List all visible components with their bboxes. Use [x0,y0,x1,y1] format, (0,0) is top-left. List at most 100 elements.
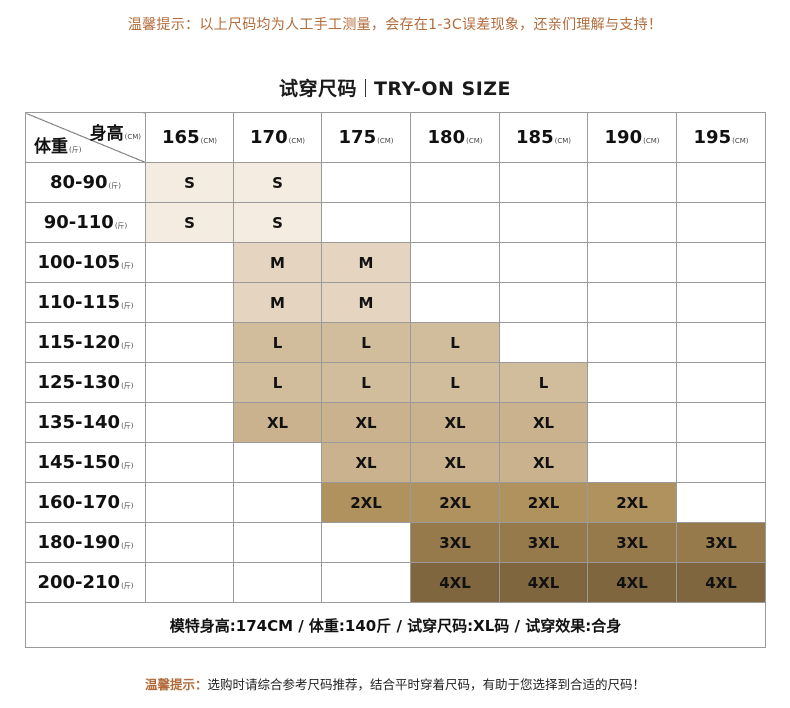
empty-cell [233,522,322,563]
size-cell: 3XL [410,522,500,563]
empty-cell [499,162,588,203]
size-cell: 3XL [676,522,766,563]
empty-cell [587,242,677,283]
size-cell: 4XL [410,562,500,603]
table-row: 145-150(斤) XL XL XL [25,442,766,483]
size-cell: S [145,162,234,203]
empty-cell [233,482,322,523]
size-cell: 2XL [499,482,588,523]
bottom-warm-tip: 温馨提示：选购时请综合参考尺码推荐，结合平时穿着尺码，有助于您选择到合适的尺码！ [0,674,790,693]
weight-cell: 110-115(斤) [25,282,146,323]
size-cell: XL [321,402,411,443]
empty-cell [145,242,234,283]
model-info-row: 模特身高:174CM / 体重:140斤 / 试穿尺码:XL码 / 试穿效果:合… [25,602,766,648]
size-cell: XL [410,442,500,483]
size-cell: S [145,202,234,243]
empty-cell [676,242,766,283]
empty-cell [499,282,588,323]
empty-cell [321,202,411,243]
table-row: 80-90(斤) S S [25,162,766,203]
empty-cell [145,522,234,563]
empty-cell [145,482,234,523]
weight-cell: 100-105(斤) [25,242,146,283]
height-header-cell: 195(CM) [676,112,766,163]
height-header-cell: 170(CM) [233,112,322,163]
empty-cell [499,202,588,243]
size-cell: 3XL [587,522,677,563]
weight-cell: 115-120(斤) [25,322,146,363]
size-cell: XL [499,402,588,443]
height-header-cell: 165(CM) [145,112,234,163]
table-row: 115-120(斤) L L L [25,322,766,363]
size-cell: XL [321,442,411,483]
bottom-tip-label: 温馨提示： [144,677,208,692]
empty-cell [676,282,766,323]
size-cell: XL [410,402,500,443]
size-cell: L [410,362,500,403]
weight-cell: 135-140(斤) [25,402,146,443]
empty-cell [676,402,766,443]
empty-cell [499,322,588,363]
height-header-cell: 180(CM) [410,112,500,163]
empty-cell [410,202,500,243]
size-cell: 4XL [499,562,588,603]
size-cell: M [233,282,322,323]
empty-cell [321,562,411,603]
size-cell: L [410,322,500,363]
size-cell: L [321,362,411,403]
size-cell: L [499,362,588,403]
table-row: 100-105(斤) M M [25,242,766,283]
weight-axis-label: 体重(斤) [34,137,82,157]
table-row: 200-210(斤) 4XL 4XL 4XL 4XL [25,562,766,603]
size-cell: XL [233,402,322,443]
top-warm-tip: 温馨提示：以上尺码均为人工手工测量，会存在1-3C误差现象，还亲们理解与支持！ [127,17,663,33]
empty-cell [145,362,234,403]
size-cell: S [233,162,322,203]
table-row: 110-115(斤) M M [25,282,766,323]
size-cell: S [233,202,322,243]
empty-cell [587,362,677,403]
empty-cell [145,562,234,603]
height-header-cell: 175(CM) [321,112,411,163]
bottom-tip-text: 选购时请综合参考尺码推荐，结合平时穿着尺码，有助于您选择到合适的尺码！ [207,677,646,692]
empty-cell [499,242,588,283]
title-en: TRY-ON SIZE [373,78,512,100]
empty-cell [676,202,766,243]
height-header-cell: 190(CM) [587,112,677,163]
empty-cell [145,442,234,483]
empty-cell [410,162,500,203]
size-cell: 2XL [587,482,677,523]
table-row: 125-130(斤) L L L L [25,362,766,403]
empty-cell [410,282,500,323]
empty-cell [233,562,322,603]
header-row: 身高(CM) 体重(斤) 165(CM) 170(CM) 175(CM) 180(CM… [25,112,766,163]
title-divider [364,79,366,97]
weight-cell: 80-90(斤) [25,162,146,203]
size-cell: L [321,322,411,363]
size-cell: M [321,242,411,283]
table-row: 160-170(斤) 2XL 2XL 2XL 2XL [25,482,766,523]
weight-cell: 125-130(斤) [25,362,146,403]
model-info: 模特身高:174CM / 体重:140斤 / 试穿尺码:XL码 / 试穿效果:合… [25,602,766,648]
size-cell: L [233,322,322,363]
table-row: 180-190(斤) 3XL 3XL 3XL 3XL [25,522,766,563]
empty-cell [587,202,677,243]
weight-cell: 180-190(斤) [25,522,146,563]
empty-cell [410,242,500,283]
size-cell: 4XL [587,562,677,603]
weight-cell: 200-210(斤) [25,562,146,603]
size-cell: XL [499,442,588,483]
empty-cell [145,282,234,323]
empty-cell [587,442,677,483]
size-chart-table: 身高(CM) 体重(斤) 165(CM) 170(CM) 175(CM) 180(CM… [25,112,766,648]
corner-cell: 身高(CM) 体重(斤) [25,112,146,163]
empty-cell [676,322,766,363]
empty-cell [676,362,766,403]
page-title: 试穿尺码 TRY-ON SIZE [0,74,790,101]
size-cell: 3XL [499,522,588,563]
table-row: 135-140(斤) XL XL XL XL [25,402,766,443]
empty-cell [233,442,322,483]
weight-cell: 145-150(斤) [25,442,146,483]
size-cell: L [233,362,322,403]
empty-cell [321,522,411,563]
